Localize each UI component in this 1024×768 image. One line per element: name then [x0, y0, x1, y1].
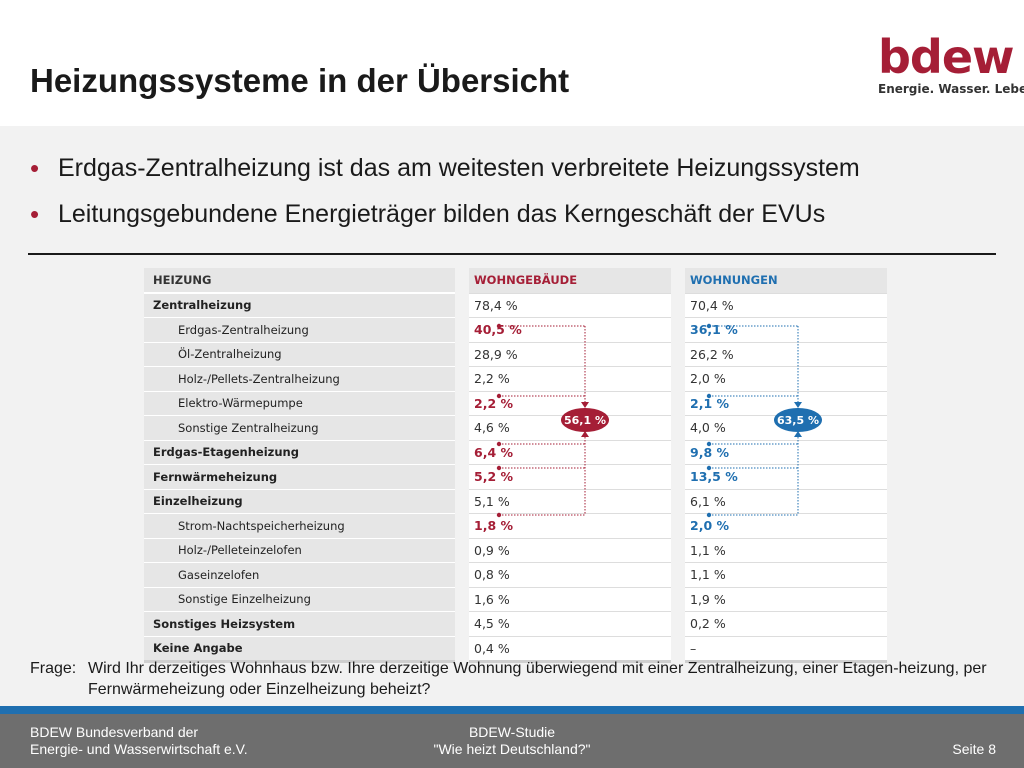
- bdew-logo: bdew Energie. Wasser. Leben.: [868, 30, 1024, 100]
- value-wohngebaeude: 2,2 %: [469, 367, 671, 392]
- table-row: Öl-Zentralheizung 28,9 % 26,2 %: [144, 342, 887, 367]
- bullet-list: • Erdgas-Zentralheizung ist das am weite…: [30, 152, 990, 244]
- value-wohngebaeude: 4,6 %: [469, 416, 671, 441]
- row-label: Gaseinzelofen: [144, 563, 455, 588]
- value-wohngebaeude: 6,4 %: [469, 440, 671, 465]
- value-wohngebaeude: 0,4 %: [469, 636, 671, 663]
- value-wohnungen: 2,0 %: [685, 367, 887, 392]
- value-wohnungen: –: [685, 636, 887, 663]
- value-wohngebaeude: 1,6 %: [469, 587, 671, 612]
- value-wohnungen: 13,5 %: [685, 465, 887, 490]
- value-wohnungen: 26,2 %: [685, 342, 887, 367]
- footer-study: BDEW-Studie "Wie heizt Deutschland?": [400, 724, 624, 758]
- row-label: Erdgas-Etagenheizung: [144, 440, 455, 465]
- table-row: Elektro-Wärmepumpe 2,2 % 2,1 %: [144, 391, 887, 416]
- column-header-heizung: HEIZUNG: [144, 268, 455, 294]
- table-row: Strom-Nachtspeicherheizung 1,8 % 2,0 %: [144, 514, 887, 539]
- value-wohnungen: 4,0 %: [685, 416, 887, 441]
- table-row: Sonstige Zentralheizung 4,6 % 4,0 %: [144, 416, 887, 441]
- page-number: Seite 8: [952, 741, 996, 757]
- table-row: Sonstiges Heizsystem 4,5 % 0,2 %: [144, 612, 887, 637]
- table-row: Einzelheizung 5,1 % 6,1 %: [144, 489, 887, 514]
- table-row: Sonstige Einzelheizung 1,6 % 1,9 %: [144, 587, 887, 612]
- value-wohngebaeude: 0,8 %: [469, 563, 671, 588]
- slide-header: Heizungssysteme in der Übersicht bdew En…: [0, 0, 1024, 126]
- column-header-wohnungen: WOHNUNGEN: [685, 268, 887, 294]
- footer-study-line: BDEW-Studie: [468, 724, 556, 740]
- value-wohngebaeude: 5,1 %: [469, 489, 671, 514]
- value-wohnungen: 1,1 %: [685, 563, 887, 588]
- value-wohngebaeude: 78,4 %: [469, 293, 671, 318]
- row-label: Keine Angabe: [144, 636, 455, 663]
- table-row: Holz-/Pellets-Zentralheizung 2,2 % 2,0 %: [144, 367, 887, 392]
- value-wohnungen: 0,2 %: [685, 612, 887, 637]
- row-label: Sonstige Zentralheizung: [144, 416, 455, 441]
- divider: [28, 253, 996, 255]
- bullet-item: • Erdgas-Zentralheizung ist das am weite…: [30, 152, 990, 184]
- footer-org-line: BDEW Bundesverband der: [30, 724, 199, 740]
- slide-title: Heizungssysteme in der Übersicht: [30, 62, 570, 99]
- value-wohnungen: 36,1 %: [685, 318, 887, 343]
- value-wohngebaeude: 4,5 %: [469, 612, 671, 637]
- footer-organization: BDEW Bundesverband der Energie- und Wass…: [30, 724, 248, 758]
- value-wohngebaeude: 0,9 %: [469, 538, 671, 563]
- footer-org-line: Energie- und Wasserwirtschaft e.V.: [30, 741, 248, 757]
- row-label: Elektro-Wärmepumpe: [144, 391, 455, 416]
- row-label: Holz-/Pelleteinzelofen: [144, 538, 455, 563]
- row-label: Holz-/Pellets-Zentralheizung: [144, 367, 455, 392]
- heating-table: HEIZUNG WOHNGEBÄUDE WOHNUNGEN Zentralhei…: [144, 268, 887, 663]
- row-label: Einzelheizung: [144, 489, 455, 514]
- value-wohnungen: 9,8 %: [685, 440, 887, 465]
- row-label: Sonstiges Heizsystem: [144, 612, 455, 637]
- value-wohngebaeude: 1,8 %: [469, 514, 671, 539]
- logo-wordmark: bdew: [878, 30, 1015, 84]
- table-row: Keine Angabe 0,4 % –: [144, 636, 887, 663]
- value-wohnungen: 70,4 %: [685, 293, 887, 318]
- table-row: Zentralheizung 78,4 % 70,4 %: [144, 293, 887, 318]
- value-wohngebaeude: 2,2 %: [469, 391, 671, 416]
- value-wohnungen: 2,0 %: [685, 514, 887, 539]
- table-row: Erdgas-Zentralheizung 40,5 % 36,1 %: [144, 318, 887, 343]
- bullet-text: Erdgas-Zentralheizung ist das am weitest…: [58, 154, 860, 182]
- bullet-item: • Leitungsgebundene Energieträger bilden…: [30, 198, 990, 230]
- row-label: Erdgas-Zentralheizung: [144, 318, 455, 343]
- bullet-dot-icon: •: [30, 199, 40, 229]
- value-wohnungen: 2,1 %: [685, 391, 887, 416]
- row-label: Sonstige Einzelheizung: [144, 587, 455, 612]
- column-header-wohngebaeude: WOHNGEBÄUDE: [469, 268, 671, 294]
- question-text: Wird Ihr derzeitiges Wohnhaus bzw. Ihre …: [88, 660, 987, 698]
- value-wohngebaeude: 40,5 %: [469, 318, 671, 343]
- footer-stripe: [0, 706, 1024, 714]
- table-row: Fernwärmeheizung 5,2 % 13,5 %: [144, 465, 887, 490]
- value-wohngebaeude: 28,9 %: [469, 342, 671, 367]
- row-label: Zentralheizung: [144, 293, 455, 318]
- bullet-text: Leitungsgebundene Energieträger bilden d…: [58, 200, 826, 228]
- footer-study-line: "Wie heizt Deutschland?": [433, 741, 591, 757]
- row-label: Fernwärmeheizung: [144, 465, 455, 490]
- row-label: Strom-Nachtspeicherheizung: [144, 514, 455, 539]
- logo-tagline: Energie. Wasser. Leben.: [878, 82, 1024, 96]
- value-wohngebaeude: 5,2 %: [469, 465, 671, 490]
- bullet-dot-icon: •: [30, 153, 40, 183]
- table-row: Gaseinzelofen 0,8 % 1,1 %: [144, 563, 887, 588]
- table-row: Erdgas-Etagenheizung 6,4 % 9,8 %: [144, 440, 887, 465]
- value-wohnungen: 1,1 %: [685, 538, 887, 563]
- value-wohnungen: 6,1 %: [685, 489, 887, 514]
- slide-footer: BDEW Bundesverband der Energie- und Wass…: [0, 714, 1024, 768]
- table-header-row: HEIZUNG WOHNGEBÄUDE WOHNUNGEN: [144, 268, 887, 294]
- table-row: Holz-/Pelleteinzelofen 0,9 % 1,1 %: [144, 538, 887, 563]
- row-label: Öl-Zentralheizung: [144, 342, 455, 367]
- question-label: Frage:: [30, 660, 77, 677]
- value-wohnungen: 1,9 %: [685, 587, 887, 612]
